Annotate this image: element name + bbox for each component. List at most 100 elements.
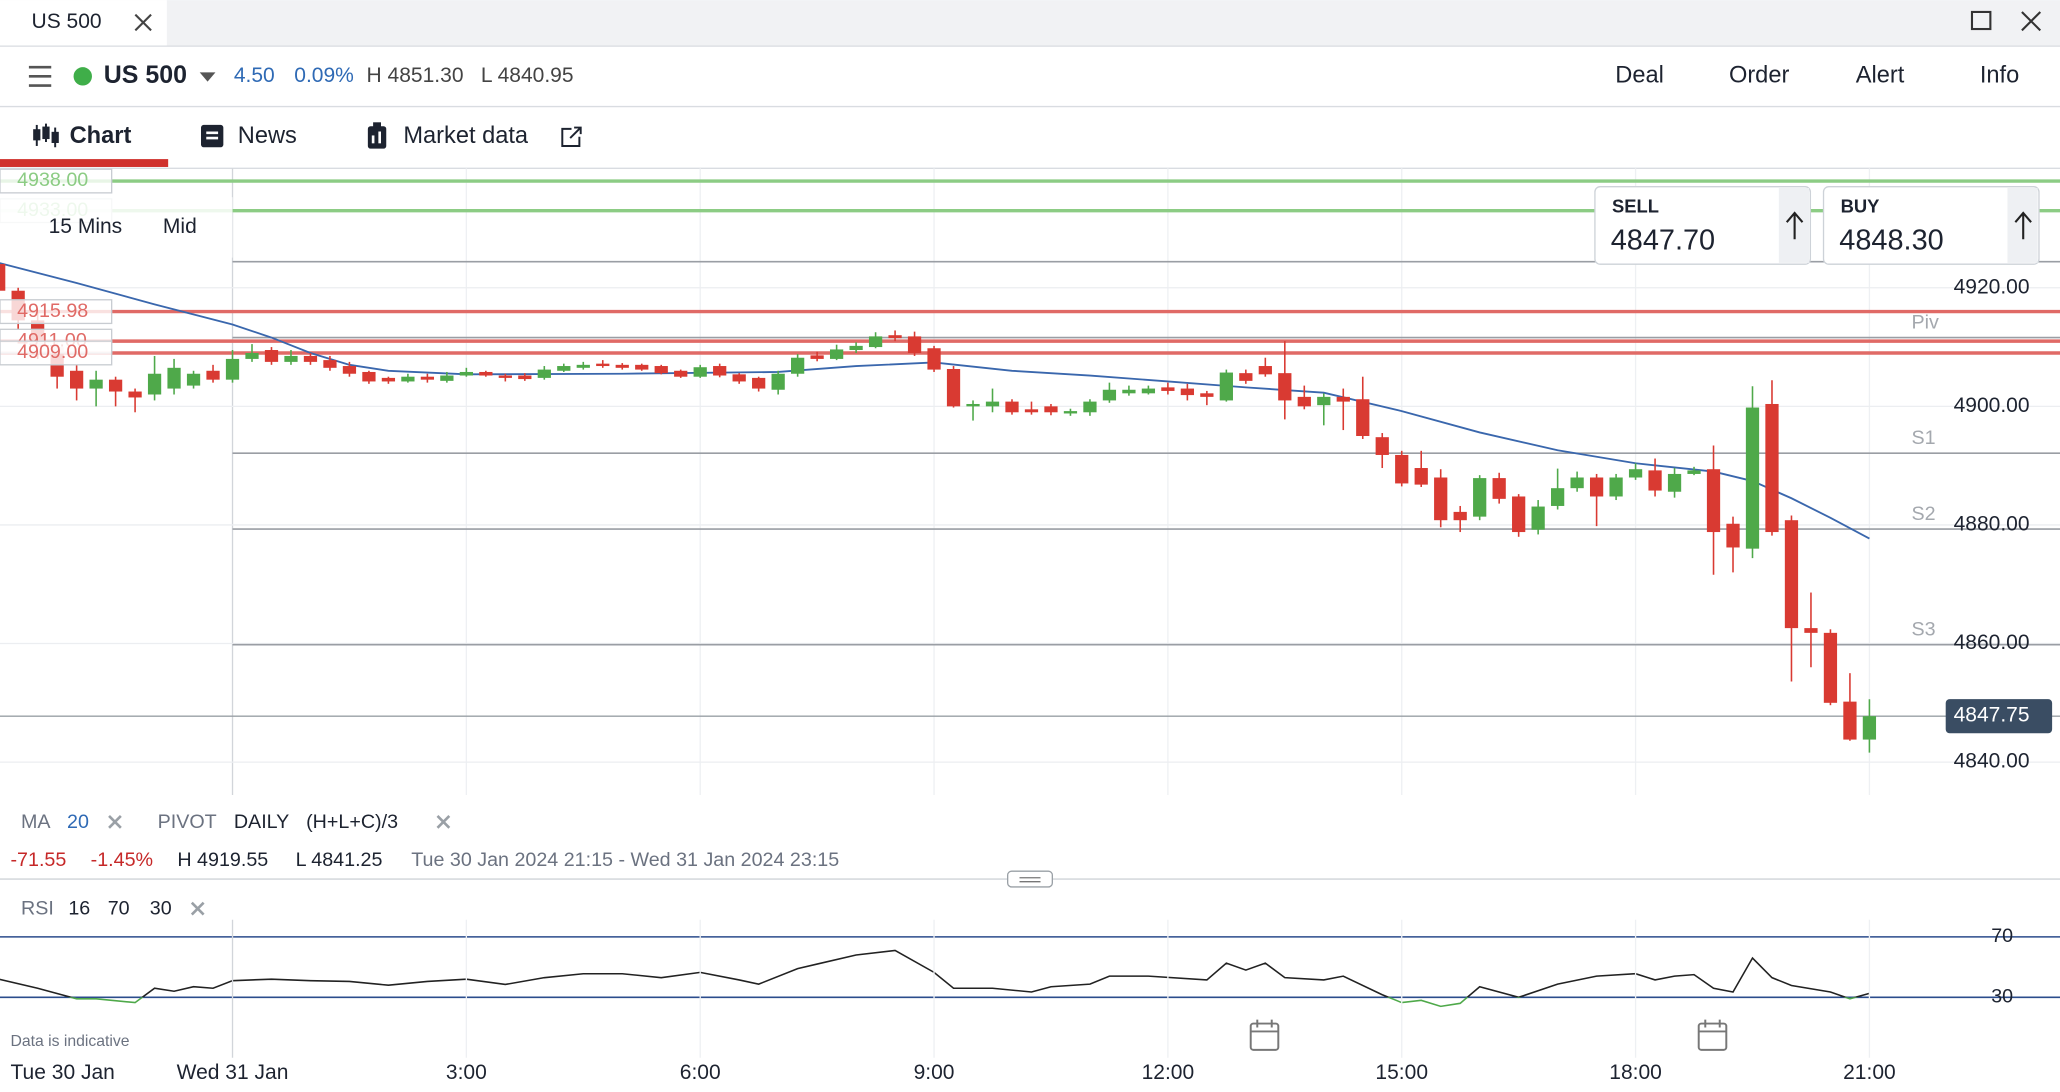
rsi-tick-label: 70	[1991, 925, 2013, 947]
candle-body	[342, 366, 357, 374]
candle-body	[498, 375, 512, 378]
active-tab-indicator	[0, 159, 169, 167]
caret[interactable]	[199, 72, 216, 82]
x-tick-label: 21:00	[1843, 1061, 1896, 1084]
candle-body	[654, 366, 668, 374]
alert-label-box	[0, 340, 113, 366]
candle-body	[537, 369, 551, 378]
resize-handle[interactable]	[1007, 870, 1053, 888]
tab-bar	[0, 0, 2060, 47]
arrow-icon	[2014, 211, 2032, 240]
action[interactable]: Alert	[1856, 63, 1905, 89]
tab[interactable]	[0, 0, 167, 47]
candle-body	[1648, 470, 1662, 491]
x-tick-label: 18:00	[1609, 1061, 1662, 1084]
candle-body	[1512, 496, 1526, 533]
last-price-box	[1945, 699, 2053, 734]
buy-box[interactable]	[1822, 186, 2040, 265]
candle-body	[479, 371, 493, 376]
candle-body	[1473, 478, 1487, 517]
status-dot	[73, 67, 92, 86]
instrument[interactable]: US 500	[104, 61, 187, 89]
remove-icon[interactable]	[108, 815, 122, 829]
candle-body	[966, 403, 980, 407]
x-tick-label: 3:00	[446, 1061, 487, 1084]
event-icon[interactable]	[1249, 1019, 1280, 1051]
period-range: Tue 30 Jan 2024 21:15 - Wed 31 Jan 2024 …	[411, 849, 839, 871]
candle-body	[1823, 632, 1838, 703]
tab-close[interactable]	[134, 13, 152, 32]
candle-body	[1589, 477, 1604, 497]
candle-body	[1843, 701, 1857, 740]
footnote: Data is indicative	[11, 1033, 130, 1050]
pivot-period: DAILY	[234, 811, 289, 833]
candle-body	[323, 360, 337, 368]
period-high: H 4919.55	[177, 849, 268, 871]
period-low: L 4841.25	[296, 849, 383, 871]
candle-body	[1180, 388, 1195, 396]
x-tick-label: 12:00	[1142, 1061, 1195, 1084]
sell-box[interactable]	[1594, 186, 1812, 265]
candle-body	[907, 336, 922, 353]
interval[interactable]: 15 Mins	[49, 215, 123, 238]
candle-body	[713, 366, 727, 376]
remove-icon[interactable]	[436, 815, 451, 829]
candle-body	[810, 355, 824, 359]
y-tick-label: 4860.00	[1954, 631, 2030, 654]
candle-body	[1083, 401, 1097, 413]
candle-body	[1356, 399, 1370, 436]
buy-label: BUY	[1841, 196, 1880, 217]
nav-tab[interactable]: Chart	[70, 123, 132, 149]
candle-body	[829, 349, 844, 359]
candle-body	[635, 364, 649, 370]
candle-body	[362, 371, 376, 382]
candle-body	[128, 391, 142, 398]
external-link-icon[interactable]	[561, 126, 582, 147]
rsi-lower: 30	[150, 897, 172, 919]
x-tick-label: 9:00	[914, 1061, 955, 1084]
remove-icon[interactable]	[190, 901, 205, 916]
candle-body	[1063, 411, 1078, 414]
candle-body	[985, 401, 1000, 407]
pivot-label: S2	[1912, 503, 1936, 525]
pivot-label: PIVOT	[158, 811, 217, 833]
candle-body	[303, 355, 318, 362]
nav-tab[interactable]: Market data	[403, 123, 529, 149]
price-mode[interactable]: Mid	[163, 215, 197, 238]
candle-body	[771, 373, 785, 390]
candle-body	[1141, 388, 1156, 394]
rsi-panel: 70 30	[0, 925, 2060, 1008]
candle-body	[0, 264, 6, 291]
action[interactable]: Info	[1980, 63, 2019, 89]
action[interactable]: Deal	[1615, 63, 1664, 89]
candle-body	[1200, 393, 1214, 397]
menu-icon[interactable]	[28, 65, 52, 87]
candle-body	[1804, 628, 1818, 633]
period-change-pct: -1.45%	[91, 849, 153, 871]
event-icon[interactable]	[1697, 1019, 1728, 1051]
nav-tab[interactable]: News	[238, 123, 297, 149]
candle-body	[440, 375, 454, 381]
candle-body	[1667, 473, 1682, 492]
candle-body	[868, 336, 883, 348]
x-tick-label: Wed 31 Jan	[177, 1061, 289, 1084]
y-tick-label: 4900.00	[1954, 394, 2030, 417]
candle-body	[69, 370, 84, 389]
candle-body	[1005, 401, 1019, 413]
candle-body	[946, 368, 961, 407]
maximize-icon[interactable]	[1970, 10, 1992, 31]
candle-body	[927, 348, 941, 370]
candle-body	[1745, 407, 1760, 549]
candle-body	[264, 350, 279, 362]
candle-body	[1765, 403, 1779, 533]
candle-body	[1258, 366, 1272, 375]
candle-body	[1122, 389, 1136, 394]
y-tick-label: 4920.00	[1954, 275, 2030, 298]
candle-body	[381, 377, 396, 382]
ma-line	[0, 262, 1870, 540]
x-tick-label: 6:00	[680, 1061, 721, 1084]
window-close[interactable]	[2021, 11, 2042, 32]
action[interactable]: Order	[1729, 63, 1790, 89]
candle-body	[674, 370, 688, 377]
